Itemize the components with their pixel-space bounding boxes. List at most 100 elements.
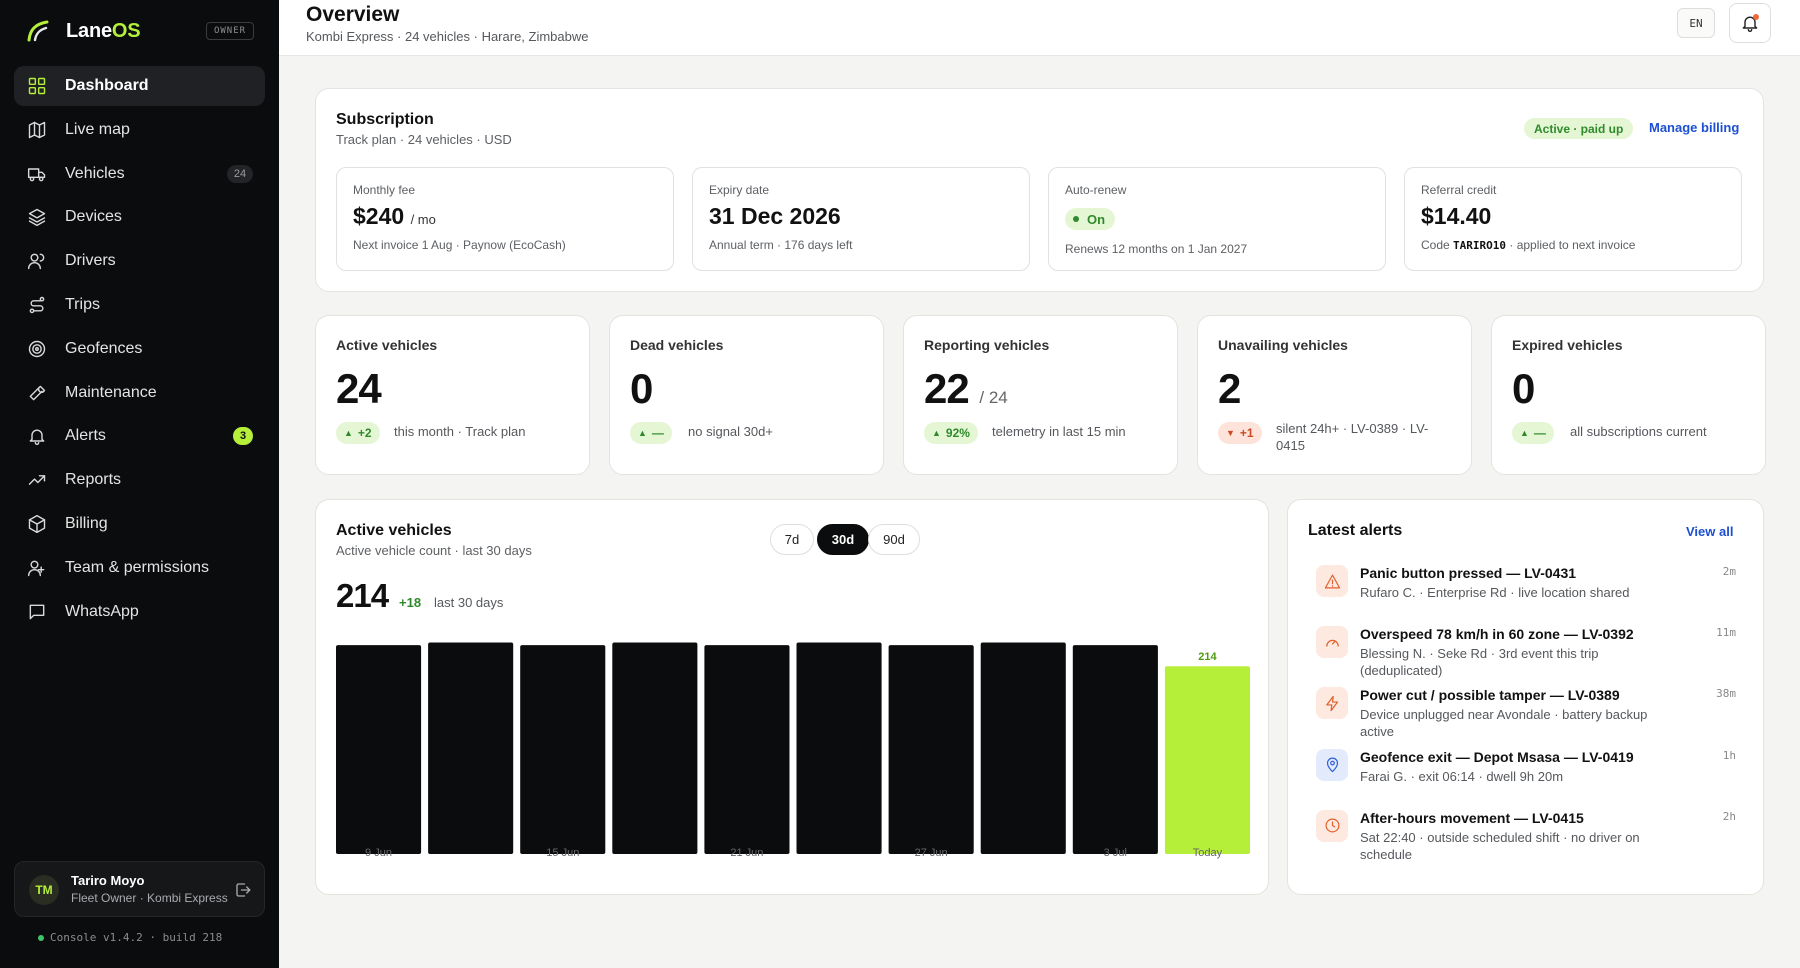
alert-time: 2h xyxy=(1722,809,1736,823)
chart-total: 214 xyxy=(336,577,389,614)
role-badge: OWNER xyxy=(206,22,254,40)
logout-icon[interactable] xyxy=(234,881,252,899)
arrow-up-icon: ▲ xyxy=(1520,428,1529,438)
sidebar-item-label: Trips xyxy=(65,295,100,313)
sidebar-item-billing[interactable]: Billing xyxy=(14,504,265,544)
chart-bar-3[interactable] xyxy=(612,642,698,855)
chart-bar-7[interactable] xyxy=(980,642,1066,855)
stat-card-expired-vehicles: Expired vehicles 0 ▲ — all subscriptions cur… xyxy=(1491,315,1766,475)
chart-bar-0[interactable] xyxy=(336,645,422,854)
sidebar-item-drivers[interactable]: Drivers xyxy=(14,241,265,281)
notification-dot xyxy=(1753,14,1759,20)
chart-bar-9[interactable] xyxy=(1164,666,1250,854)
referral-credit-label: Referral credit xyxy=(1421,183,1497,197)
bell-icon xyxy=(29,429,45,446)
chart-bar-4[interactable] xyxy=(704,645,790,854)
sidebar-nav: Dashboard Live map Vehicles 24 Devices Driver… xyxy=(14,66,265,635)
stat-note: no signal 30d+ xyxy=(688,424,773,439)
alert-item[interactable]: Overspeed 78 km/h in 60 zone — LV-0392 Bl… xyxy=(1316,626,1736,682)
sidebar-item-maintenance[interactable]: Maintenance xyxy=(14,373,265,413)
sidebar-item-reports[interactable]: Reports xyxy=(14,460,265,500)
subscription-status-badge: Active · paid up xyxy=(1524,118,1634,139)
expiry-date-note: Annual term · 176 days left xyxy=(709,238,853,252)
wrench-icon xyxy=(29,385,46,400)
x-tick-label: Today xyxy=(1193,847,1223,859)
range-button-7d[interactable]: 7d xyxy=(770,524,814,555)
alert-desc: Device unplugged near Avondale · battery… xyxy=(1360,707,1648,740)
alert-icon-box xyxy=(1316,748,1348,781)
stat-card-dead-vehicles: Dead vehicles 0 ▲ — no signal 30d+ xyxy=(609,315,884,475)
alert-title: Geofence exit — Depot Msasa — LV-0419 xyxy=(1360,748,1634,765)
chart-bar-2[interactable] xyxy=(520,645,606,854)
alert-title: Panic button pressed — LV-0431 xyxy=(1360,565,1577,581)
laneos-logo-icon xyxy=(27,20,49,42)
alerts-title: Latest alerts xyxy=(1308,522,1403,539)
brand[interactable]: LaneOS xyxy=(26,18,141,44)
stat-delta-badge: ▲ 92% xyxy=(924,422,978,444)
sidebar-item-trips[interactable]: Trips xyxy=(14,285,265,325)
monthly-fee-note: Next invoice 1 Aug · Paynow (EcoCash) xyxy=(353,238,566,252)
alert-item[interactable]: Panic button pressed — LV-0431 Rufaro C. … xyxy=(1316,565,1736,621)
sidebar-item-label: Vehicles xyxy=(65,164,125,182)
range-button-30d[interactable]: 30d xyxy=(817,524,869,555)
chart-bar-1[interactable] xyxy=(428,642,514,855)
range-button-90d[interactable]: 90d xyxy=(868,524,920,555)
x-tick-label: 9 Jun xyxy=(365,847,392,859)
stat-note: silent 24h+ · LV-0389 · LV-0415 xyxy=(1276,421,1429,453)
grid-icon xyxy=(28,77,46,95)
trending-icon xyxy=(28,475,46,486)
map-icon xyxy=(28,121,46,139)
arrow-down-icon: ▼ xyxy=(1226,428,1235,438)
version-label: Console v1.4.2 · build 218 xyxy=(38,931,222,944)
chart-bar-6[interactable] xyxy=(888,645,974,854)
layers-icon xyxy=(28,209,46,227)
sidebar-item-label: WhatsApp xyxy=(65,602,139,620)
auto-renew-toggle[interactable]: On xyxy=(1065,208,1116,230)
alert-title: After-hours movement — LV-0415 xyxy=(1360,809,1584,826)
stat-value: 22 / 24 xyxy=(924,365,1008,412)
stat-note: telemetry in last 15 min xyxy=(992,424,1126,439)
stat-label: Reporting vehicles xyxy=(924,337,1050,353)
sidebar-item-devices[interactable]: Devices xyxy=(14,197,265,237)
alert-title: Overspeed 78 km/h in 60 zone — LV-0392 xyxy=(1360,626,1634,643)
stat-card-active-vehicles: Active vehicles 24 ▲ +2 this month · Track p… xyxy=(315,315,590,475)
alert-item[interactable]: After-hours movement — LV-0415 Sat 22:40 … xyxy=(1316,809,1736,866)
sidebar-item-vehicles[interactable]: Vehicles 24 xyxy=(14,154,265,194)
sidebar-item-alerts[interactable]: Alerts 3 xyxy=(14,416,265,456)
view-all-alerts-link[interactable]: View all xyxy=(1686,524,1734,539)
alert-item[interactable]: Geofence exit — Depot Msasa — LV-0419 Far… xyxy=(1316,748,1736,805)
sidebar-item-live-map[interactable]: Live map xyxy=(14,110,265,150)
stat-card-unavailing-vehicles: Unavailing vehicles 2 ▼ +1 silent 24h+ · LV-… xyxy=(1197,315,1472,475)
manage-billing-link[interactable]: Manage billing xyxy=(1649,120,1740,135)
subscription-card: Subscription Track plan · 24 vehicles · … xyxy=(315,88,1764,292)
user-role: Fleet Owner · Kombi Express xyxy=(71,891,228,905)
sidebar-item-dashboard[interactable]: Dashboard xyxy=(14,66,265,106)
auto-renew-note: Renews 12 months on 1 Jan 2027 xyxy=(1065,242,1248,256)
bolt-icon xyxy=(1325,695,1338,712)
alert-time: 11m xyxy=(1716,626,1736,640)
sidebar-item-label: Live map xyxy=(65,120,130,138)
sidebar-item-geofences[interactable]: Geofences xyxy=(14,329,265,369)
sidebar-item-label: Drivers xyxy=(65,252,116,270)
user-card[interactable]: TM Tariro Moyo Fleet Owner · Kombi Expre… xyxy=(14,861,265,917)
warning-icon xyxy=(1324,574,1340,588)
stat-label: Dead vehicles xyxy=(630,337,724,353)
sidebar-item-team-permissions[interactable]: Team & permissions xyxy=(14,548,265,588)
chart-bar-8[interactable] xyxy=(1072,645,1158,854)
chart-subtitle: Active vehicle count · last 30 days xyxy=(336,543,532,558)
alert-item[interactable]: Power cut / possible tamper — LV-0389 Dev… xyxy=(1316,687,1736,743)
monthly-fee-label: Monthly fee xyxy=(353,183,416,197)
package-icon xyxy=(28,514,46,534)
x-tick-label: 27 Jun xyxy=(915,847,948,859)
sidebar-item-whatsapp[interactable]: WhatsApp xyxy=(14,592,265,632)
brand-name: LaneOS xyxy=(66,19,141,42)
chart-bar-5[interactable] xyxy=(796,642,882,855)
alert-title: Power cut / possible tamper — LV-0389 xyxy=(1360,687,1620,704)
notifications-button[interactable] xyxy=(1729,3,1771,43)
alert-desc: Farai G. · exit 06:14 · dwell 9h 20m xyxy=(1360,768,1564,784)
bar-data-label: 214 xyxy=(1198,651,1217,663)
referral-credit-box: Referral credit $14.40 Code TARIRO10 · a… xyxy=(1404,167,1742,271)
page-title: Overview xyxy=(306,3,400,26)
arrow-up-icon: ▲ xyxy=(932,428,941,438)
language-button[interactable]: EN xyxy=(1677,8,1715,38)
